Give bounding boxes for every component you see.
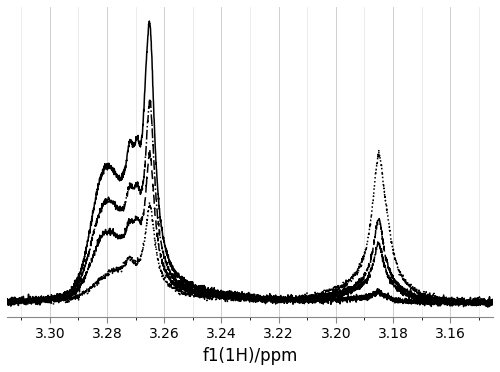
- X-axis label: f1(1H)/ppm: f1(1H)/ppm: [202, 347, 298, 365]
